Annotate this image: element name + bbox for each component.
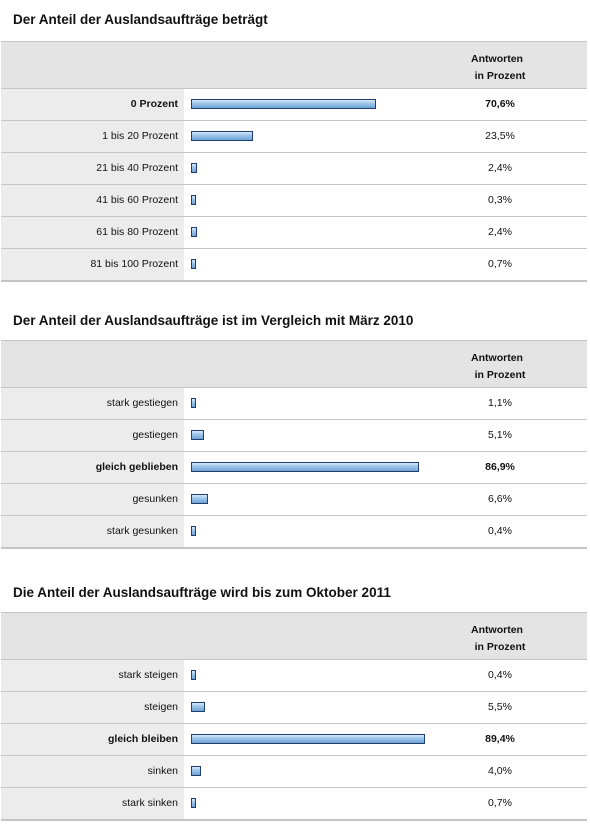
value-label: 0,4% (488, 525, 512, 537)
table-row: steigen 5,5% (1, 692, 587, 724)
table-row: sinken 4,0% (1, 756, 587, 788)
value-header-line: in Prozent (474, 641, 526, 653)
value-header-line: in Prozent (474, 369, 526, 381)
category-label: steigen (1, 692, 184, 723)
bar (191, 702, 206, 712)
chart-table: Antworten in Prozent 0 Prozent 70,6% 1 bis 2… (1, 41, 587, 282)
table-row: 81 bis 100 Prozent 0,7% (1, 249, 587, 280)
bar (191, 195, 196, 205)
value-label: 2,4% (488, 162, 512, 174)
bar (191, 526, 196, 536)
table-row: 41 bis 60 Prozent 0,3% (1, 185, 587, 217)
value-column-header: Antworten in Prozent (459, 622, 535, 656)
value-label: 89,4% (485, 733, 515, 745)
category-label: stark sinken (1, 788, 184, 819)
bar (191, 766, 202, 776)
value-column-header: Antworten in Prozent (459, 350, 535, 384)
bar (191, 99, 376, 109)
value-label: 70,6% (485, 98, 515, 110)
value-header-line: Antworten (471, 624, 523, 636)
table-row: stark sinken 0,7% (1, 788, 587, 819)
category-label: stark gestiegen (1, 388, 184, 419)
bar (191, 163, 198, 173)
value-label: 86,9% (485, 461, 515, 473)
table-row: 61 bis 80 Prozent 2,4% (1, 217, 587, 249)
table-row: gleich geblieben 86,9% (1, 452, 587, 484)
table-row: gestiegen 5,1% (1, 420, 587, 452)
table-header: Antworten in Prozent (1, 341, 587, 388)
chart-title: Der Anteil der Auslandsaufträge ist im V… (13, 313, 414, 328)
category-label: stark gesunken (1, 516, 184, 547)
value-label: 1,1% (488, 397, 512, 409)
value-label: 4,0% (488, 765, 512, 777)
table-row: 21 bis 40 Prozent 2,4% (1, 153, 587, 185)
bar (191, 494, 209, 504)
category-label: 81 bis 100 Prozent (1, 249, 184, 280)
value-header-line: Antworten (471, 53, 523, 65)
bar (191, 227, 198, 237)
bar (191, 734, 426, 744)
category-label: 61 bis 80 Prozent (1, 217, 184, 248)
table-row: 1 bis 20 Prozent 23,5% (1, 121, 587, 153)
table-row: gesunken 6,6% (1, 484, 587, 516)
category-label: gleich bleiben (1, 724, 184, 755)
category-label: gesunken (1, 484, 184, 515)
category-label: 21 bis 40 Prozent (1, 153, 184, 184)
value-label: 23,5% (485, 130, 515, 142)
chart-table: Antworten in Prozent stark steigen 0,4% stei… (1, 612, 587, 821)
bar (191, 430, 205, 440)
bar (191, 798, 196, 808)
chart-title: Der Anteil der Auslandsaufträge beträgt (13, 12, 268, 27)
category-label: 41 bis 60 Prozent (1, 185, 184, 216)
chart-title: Die Anteil der Auslandsaufträge wird bis… (13, 585, 391, 600)
category-label: 0 Prozent (1, 89, 184, 120)
table-row: stark gestiegen 1,1% (1, 388, 587, 420)
category-label: gleich geblieben (1, 452, 184, 483)
table-header: Antworten in Prozent (1, 42, 587, 89)
category-label: stark steigen (1, 660, 184, 691)
bar (191, 131, 253, 141)
value-label: 0,4% (488, 669, 512, 681)
value-label: 5,1% (488, 429, 512, 441)
table-header: Antworten in Prozent (1, 613, 587, 660)
value-label: 2,4% (488, 226, 512, 238)
value-header-line: Antworten (471, 352, 523, 364)
value-label: 0,7% (488, 797, 512, 809)
bar (191, 670, 196, 680)
table-row: stark gesunken 0,4% (1, 516, 587, 547)
table-row: 0 Prozent 70,6% (1, 89, 587, 121)
value-label: 6,6% (488, 493, 512, 505)
value-label: 0,7% (488, 258, 512, 270)
bar (191, 462, 419, 472)
category-label: gestiegen (1, 420, 184, 451)
table-row: stark steigen 0,4% (1, 660, 587, 692)
chart-table: Antworten in Prozent stark gestiegen 1,1% ge… (1, 340, 587, 549)
category-label: 1 bis 20 Prozent (1, 121, 184, 152)
table-row: gleich bleiben 89,4% (1, 724, 587, 756)
value-column-header: Antworten in Prozent (459, 51, 535, 85)
category-label: sinken (1, 756, 184, 787)
value-header-line: in Prozent (474, 70, 526, 82)
bar (191, 259, 196, 269)
bar (191, 398, 196, 408)
value-label: 0,3% (488, 194, 512, 206)
value-label: 5,5% (488, 701, 512, 713)
